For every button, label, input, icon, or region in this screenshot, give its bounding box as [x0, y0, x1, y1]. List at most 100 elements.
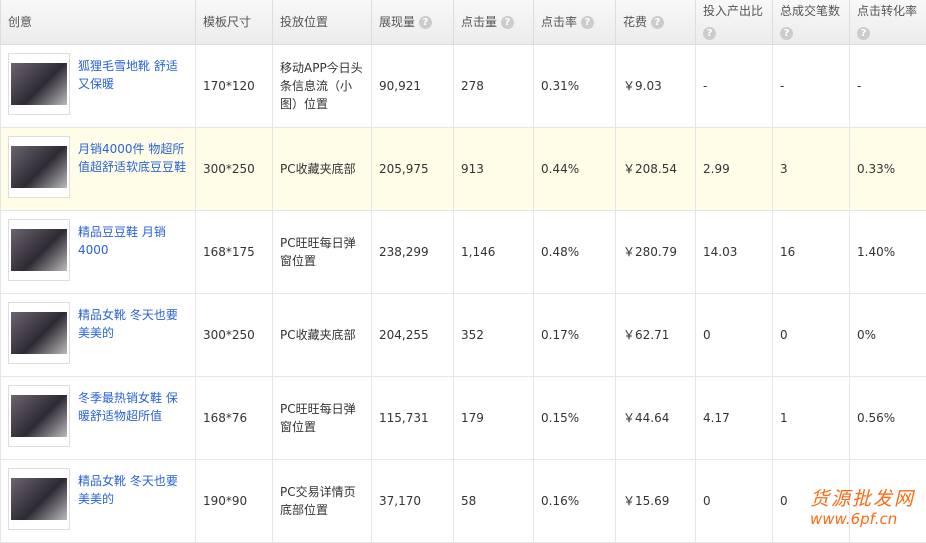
cell-size: 168*175	[196, 211, 273, 294]
creative-thumbnail[interactable]	[8, 136, 70, 198]
cell-cvr: 0%	[850, 294, 926, 377]
cell-cvr: 1.40%	[850, 211, 926, 294]
creative-thumbnail[interactable]	[8, 53, 70, 115]
creative-title-link[interactable]: 精品女靴 冬天也要美美的	[78, 472, 188, 508]
help-icon[interactable]: ?	[419, 16, 432, 29]
column-header[interactable]: 模板尺寸	[196, 0, 273, 45]
cell-cost: ￥44.64	[616, 377, 696, 460]
cell-orders: 1	[773, 377, 850, 460]
cell-impressions: 238,299	[372, 211, 454, 294]
creative-cell: 冬季最热销女鞋 保暖舒适物超所值	[1, 377, 196, 460]
watermark-logo: 货源批发网	[810, 484, 915, 511]
column-header-label: 模板尺寸	[203, 15, 251, 29]
column-header[interactable]: 点击转化率?	[850, 0, 926, 45]
cell-impressions: 90,921	[372, 45, 454, 128]
creative-thumbnail[interactable]	[8, 219, 70, 281]
cell-orders: 0	[773, 294, 850, 377]
help-icon[interactable]: ?	[581, 16, 594, 29]
cell-ctr: 0.15%	[534, 377, 616, 460]
column-header-label: 点击转化率	[857, 4, 917, 18]
cell-ctr: 0.44%	[534, 128, 616, 211]
cell-roi: 0	[696, 460, 773, 543]
column-header-label: 花费	[623, 15, 647, 29]
cell-clicks: 58	[454, 460, 534, 543]
cell-roi: -	[696, 45, 773, 128]
creative-thumbnail[interactable]	[8, 468, 70, 530]
column-header[interactable]: 创意	[1, 0, 196, 45]
cell-placement: PC交易详情页底部位置	[273, 460, 372, 543]
column-header-label: 点击量	[461, 15, 497, 29]
column-header-label: 展现量	[379, 15, 415, 29]
cell-impressions: 205,975	[372, 128, 454, 211]
help-icon[interactable]: ?	[501, 16, 514, 29]
cell-roi: 14.03	[696, 211, 773, 294]
creative-cell: 狐狸毛雪地靴 舒适又保暖	[1, 45, 196, 128]
help-icon[interactable]: ?	[857, 27, 870, 40]
cell-placement: PC收藏夹底部	[273, 294, 372, 377]
cell-cost: ￥280.79	[616, 211, 696, 294]
cell-orders: -	[773, 45, 850, 128]
creative-thumbnail[interactable]	[8, 385, 70, 447]
cell-ctr: 0.48%	[534, 211, 616, 294]
column-header[interactable]: 投入产出比?	[696, 0, 773, 45]
column-header-label: 总成交笔数	[780, 4, 840, 18]
column-header[interactable]: 花费 ?	[616, 0, 696, 45]
cell-size: 170*120	[196, 45, 273, 128]
column-header[interactable]: 点击量 ?	[454, 0, 534, 45]
creative-cell: 精品女靴 冬天也要美美的	[1, 294, 196, 377]
column-header[interactable]: 总成交笔数?	[773, 0, 850, 45]
creative-title-link[interactable]: 精品女靴 冬天也要美美的	[78, 306, 188, 342]
help-icon[interactable]: ?	[651, 16, 664, 29]
cell-orders: 3	[773, 128, 850, 211]
cell-orders: 16	[773, 211, 850, 294]
cell-roi: 0	[696, 294, 773, 377]
cell-size: 300*250	[196, 294, 273, 377]
watermark-url: www.6pf.cn	[810, 510, 897, 528]
cell-cvr: -	[850, 45, 926, 128]
cell-clicks: 913	[454, 128, 534, 211]
creative-title-link[interactable]: 精品豆豆鞋 月销4000	[78, 223, 188, 259]
cell-cvr: 0.33%	[850, 128, 926, 211]
column-header-label: 投放位置	[280, 15, 328, 29]
creative-thumbnail[interactable]	[8, 302, 70, 364]
cell-placement: PC收藏夹底部	[273, 128, 372, 211]
cell-clicks: 1,146	[454, 211, 534, 294]
cell-impressions: 115,731	[372, 377, 454, 460]
help-icon[interactable]: ?	[703, 27, 716, 40]
cell-roi: 4.17	[696, 377, 773, 460]
cell-size: 168*76	[196, 377, 273, 460]
creative-cell: 精品豆豆鞋 月销4000	[1, 211, 196, 294]
cell-clicks: 278	[454, 45, 534, 128]
column-header-label: 点击率	[541, 15, 577, 29]
creative-title-link[interactable]: 月销4000件 物超所值超舒适软底豆豆鞋	[78, 140, 188, 176]
column-header[interactable]: 展现量 ?	[372, 0, 454, 45]
help-icon[interactable]: ?	[780, 27, 793, 40]
cell-cost: ￥9.03	[616, 45, 696, 128]
column-header-label: 创意	[8, 15, 32, 29]
cell-ctr: 0.16%	[534, 460, 616, 543]
cell-ctr: 0.17%	[534, 294, 616, 377]
column-header[interactable]: 投放位置	[273, 0, 372, 45]
creative-title-link[interactable]: 狐狸毛雪地靴 舒适又保暖	[78, 57, 188, 93]
cell-placement: PC旺旺每日弹窗位置	[273, 377, 372, 460]
cell-cvr: 0.56%	[850, 377, 926, 460]
creative-title-link[interactable]: 冬季最热销女鞋 保暖舒适物超所值	[78, 389, 188, 425]
cell-placement: 移动APP今日头条信息流（小图）位置	[273, 45, 372, 128]
column-header-label: 投入产出比	[703, 4, 763, 18]
cell-size: 300*250	[196, 128, 273, 211]
creative-cell: 月销4000件 物超所值超舒适软底豆豆鞋	[1, 128, 196, 211]
cell-impressions: 37,170	[372, 460, 454, 543]
cell-size: 190*90	[196, 460, 273, 543]
cell-cost: ￥15.69	[616, 460, 696, 543]
column-header[interactable]: 点击率 ?	[534, 0, 616, 45]
cell-clicks: 179	[454, 377, 534, 460]
cell-roi: 2.99	[696, 128, 773, 211]
creative-cell: 精品女靴 冬天也要美美的	[1, 460, 196, 543]
